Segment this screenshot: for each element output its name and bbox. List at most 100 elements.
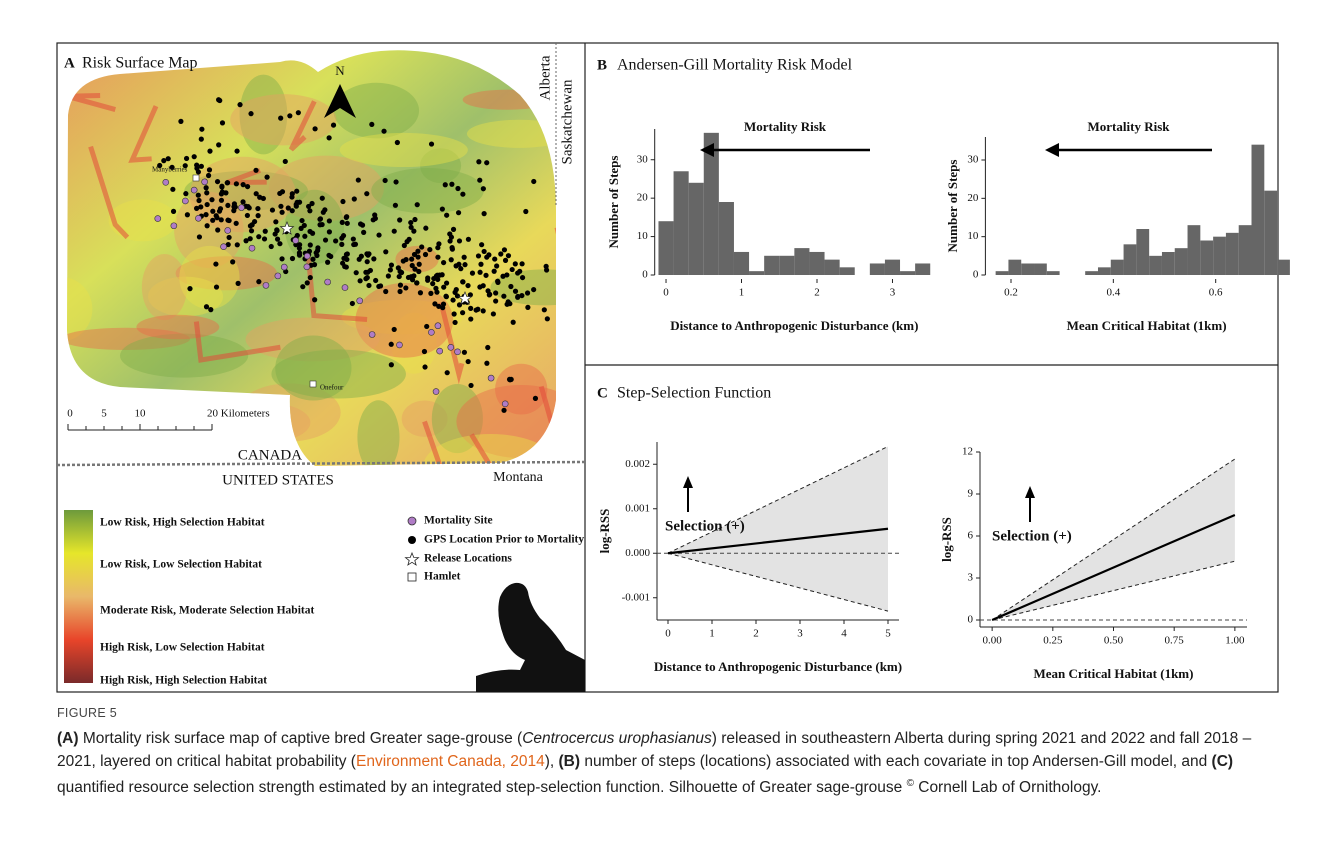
gps-location <box>439 206 445 212</box>
gps-location <box>170 208 177 214</box>
panel-title: Risk Surface Map <box>82 55 198 72</box>
gps-location <box>243 238 249 244</box>
habitat-patch <box>141 253 188 321</box>
gps-location <box>415 248 421 254</box>
gps-location <box>213 284 220 290</box>
gps-location <box>371 256 377 262</box>
gps-location <box>441 284 447 290</box>
gps-location <box>491 268 497 274</box>
gps-location <box>195 169 202 175</box>
habitat-patch <box>495 363 548 415</box>
scale-label: 10 <box>135 408 147 420</box>
mortality-site <box>170 222 178 230</box>
habitat-patch <box>119 333 249 378</box>
north-arrow <box>324 84 356 118</box>
gps-location <box>468 316 474 322</box>
gps-location <box>436 303 442 309</box>
caption-normal: number of steps (locations) associated w… <box>580 752 1212 770</box>
mortality-site <box>368 331 376 338</box>
gps-location <box>247 236 253 242</box>
gps-location <box>477 284 483 290</box>
gps-location <box>372 215 378 222</box>
histogram-bar <box>1161 252 1175 275</box>
province-label: Alberta <box>537 55 553 100</box>
gps-location <box>299 217 305 224</box>
gps-location <box>441 259 447 266</box>
gps-location <box>282 158 288 165</box>
gps-location <box>467 292 473 298</box>
gps-location <box>340 198 346 205</box>
mortality-site <box>432 388 440 395</box>
gps-location <box>369 121 375 128</box>
gps-location <box>278 115 284 121</box>
y-tick-label: 30 <box>637 153 649 165</box>
caption-link[interactable]: Environment Canada, 2014 <box>355 752 545 770</box>
gps-location <box>517 268 523 274</box>
gps-location <box>225 202 231 209</box>
gps-location <box>450 297 456 303</box>
legend-symbol <box>407 516 417 526</box>
x-axis-label: Distance to Anthropogenic Disturbance (k… <box>670 318 918 333</box>
gps-location <box>490 311 496 317</box>
gps-location <box>296 245 303 251</box>
gps-location <box>447 231 453 237</box>
gps-location <box>363 276 369 282</box>
gps-location <box>161 158 167 164</box>
gps-location <box>248 228 255 234</box>
gps-location <box>484 360 490 366</box>
mortality-site <box>447 343 455 351</box>
figure-caption: (A) Mortality risk surface map of captiv… <box>57 728 1282 800</box>
gps-location <box>194 205 200 211</box>
x-tick-label: 3 <box>890 287 896 299</box>
gps-location <box>456 261 462 267</box>
north-label: N <box>335 63 345 78</box>
gps-location <box>469 270 476 276</box>
gps-location <box>312 126 318 132</box>
gps-location <box>412 266 418 272</box>
x-axis-label: Mean Critical Habitat (1km) <box>1067 318 1227 333</box>
symbol-legend-label: Mortality Site <box>424 515 493 527</box>
gps-location <box>454 293 461 299</box>
gps-location <box>272 231 278 237</box>
habitat-patch <box>175 256 277 291</box>
gps-location <box>423 225 429 231</box>
gps-location <box>510 319 516 325</box>
histogram-bar <box>869 263 885 275</box>
x-tick-label: 0.4 <box>1106 287 1120 299</box>
gps-location <box>207 148 213 154</box>
gps-location <box>408 224 414 230</box>
gps-location <box>359 222 366 228</box>
risk-corridor <box>288 100 317 152</box>
y-tick-label: 30 <box>967 154 979 166</box>
y-tick-label: 3 <box>968 572 974 584</box>
gps-location <box>256 279 262 285</box>
gps-location <box>508 283 514 290</box>
gps-location <box>319 195 325 201</box>
gps-location <box>388 341 394 347</box>
gps-location <box>279 209 285 215</box>
habitat-patch <box>67 327 191 351</box>
gps-location <box>341 255 347 261</box>
gps-location <box>392 202 399 208</box>
risk-corridor <box>193 321 281 363</box>
gps-location <box>373 277 379 284</box>
y-tick-label: 6 <box>968 530 974 542</box>
gps-location <box>251 218 258 225</box>
gps-location <box>465 282 471 289</box>
mortality-site <box>454 348 461 356</box>
x-axis-label: Mean Critical Habitat (1km) <box>1034 666 1194 681</box>
gps-location <box>366 251 372 257</box>
y-tick-label: 0.001 <box>625 502 650 514</box>
caption-normal: Cornell Lab of Ornithology. <box>913 779 1102 797</box>
gps-location <box>191 154 197 160</box>
gps-location <box>515 294 521 300</box>
annotation: Selection (+) <box>992 528 1072 544</box>
mortality-site <box>190 186 198 194</box>
x-tick-label: 5 <box>885 628 891 640</box>
histogram-bar <box>900 271 916 275</box>
hamlet-marker <box>309 380 317 388</box>
gps-location <box>382 177 388 184</box>
habitat-patch <box>179 245 240 310</box>
state-label: Montana <box>493 470 544 485</box>
gps-location <box>432 301 438 307</box>
